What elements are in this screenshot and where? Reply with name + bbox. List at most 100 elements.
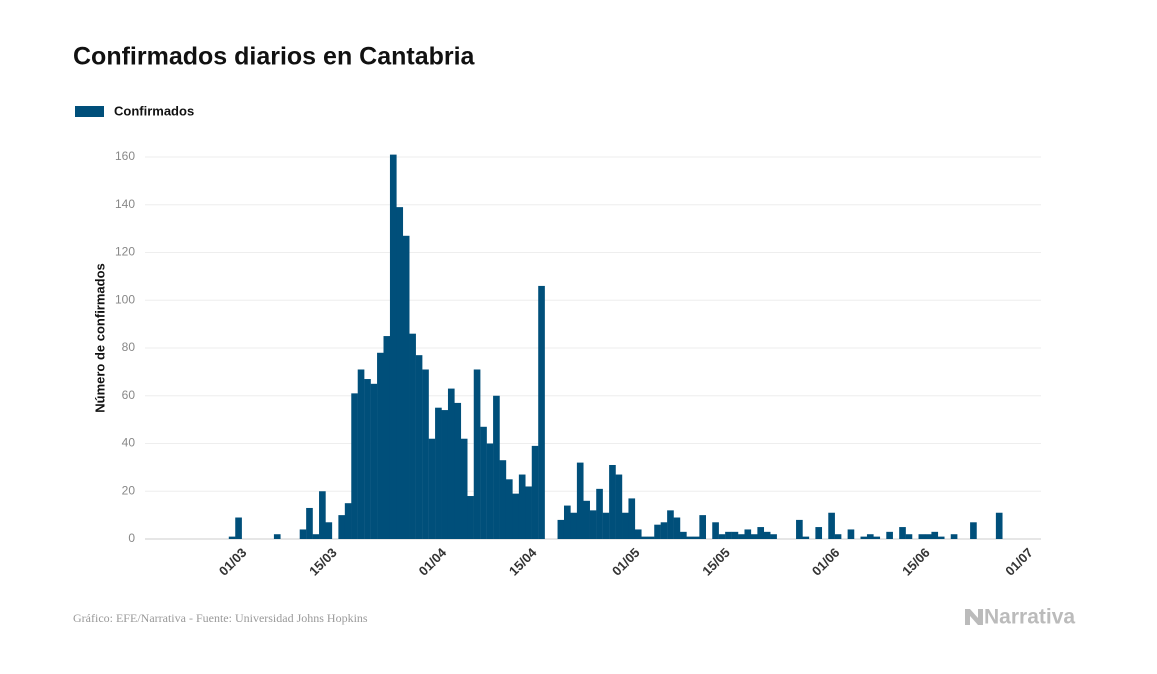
bar <box>454 402 462 539</box>
bar <box>306 507 313 539</box>
x-tick-label: 01/03 <box>216 545 250 579</box>
bar <box>802 536 810 539</box>
y-tick-label: 160 <box>115 149 135 163</box>
bar <box>299 529 307 539</box>
y-tick-label: 60 <box>122 388 136 402</box>
bar <box>847 529 855 539</box>
bar <box>815 527 823 539</box>
bar <box>950 534 958 539</box>
bar <box>744 529 752 539</box>
x-tick-label: 01/05 <box>609 545 643 579</box>
bar <box>422 369 429 539</box>
bar <box>796 519 803 539</box>
bar <box>441 410 449 539</box>
bar <box>634 529 642 539</box>
bar <box>338 515 346 539</box>
bar <box>725 531 732 539</box>
chart-title: Confirmados diarios en Cantabria <box>73 43 476 71</box>
y-tick-label: 100 <box>115 292 135 306</box>
bar <box>609 464 616 539</box>
x-tick-label: 15/03 <box>306 545 340 579</box>
bar <box>415 355 423 539</box>
y-tick-label: 80 <box>122 340 136 354</box>
bar <box>228 536 236 539</box>
legend-label: Confirmados <box>114 103 194 118</box>
bar <box>493 395 500 539</box>
bar <box>918 534 926 539</box>
bar <box>660 522 668 539</box>
bar <box>860 536 868 539</box>
bar <box>763 531 771 539</box>
x-tick-label: 15/04 <box>506 544 540 578</box>
bar <box>557 519 565 539</box>
bar <box>357 369 365 539</box>
bar <box>654 524 661 539</box>
bar <box>628 498 636 539</box>
bar <box>899 527 906 539</box>
legend-swatch <box>75 106 104 117</box>
y-tick-label: 40 <box>122 436 136 450</box>
logo: Narrativa <box>984 606 1075 629</box>
bar <box>409 333 416 539</box>
bar <box>467 496 474 539</box>
bar <box>428 438 436 539</box>
bar <box>873 536 881 539</box>
bar <box>589 510 597 539</box>
y-tick-label: 120 <box>115 245 135 259</box>
x-tick-label: 15/06 <box>899 545 933 579</box>
bar <box>738 534 745 539</box>
bar <box>480 426 487 539</box>
bar <box>402 235 410 539</box>
bar <box>718 534 726 539</box>
bar <box>447 388 455 539</box>
bar <box>602 512 610 539</box>
bar <box>692 536 700 539</box>
bar <box>866 534 874 539</box>
bar <box>460 438 468 539</box>
bar <box>351 393 358 539</box>
bar <box>673 517 681 539</box>
logo-icon <box>965 609 983 625</box>
bar <box>377 352 384 539</box>
bar <box>389 154 397 540</box>
bar <box>273 534 281 539</box>
bar <box>622 512 629 539</box>
bar <box>699 515 707 539</box>
bar <box>680 531 687 539</box>
bar <box>886 531 893 539</box>
bar <box>473 369 481 539</box>
y-tick-label: 140 <box>115 197 135 211</box>
bar <box>563 505 571 539</box>
bar <box>970 522 977 539</box>
bar <box>596 488 603 539</box>
bar <box>319 491 326 539</box>
y-tick-label: 20 <box>122 483 136 497</box>
bar <box>396 207 404 539</box>
bar <box>834 534 842 539</box>
y-axis-label: Número de confirmados <box>92 263 107 413</box>
bar <box>924 534 932 539</box>
bar <box>712 522 719 539</box>
bar <box>570 512 578 539</box>
bar <box>435 407 442 539</box>
bar <box>615 474 623 539</box>
bar <box>828 512 835 539</box>
bar <box>344 503 352 539</box>
bar <box>512 493 520 539</box>
bar <box>995 512 1003 539</box>
bar <box>312 534 320 539</box>
bar <box>235 517 242 539</box>
bar <box>905 534 913 539</box>
x-tick-label: 01/06 <box>809 545 843 579</box>
bar <box>486 443 494 539</box>
bar <box>383 336 391 539</box>
bar <box>770 534 777 539</box>
bar <box>525 486 532 539</box>
bar <box>647 536 655 539</box>
bar <box>538 285 545 539</box>
bar <box>757 527 765 539</box>
source: Gráfico: EFE/Narrativa - Fuente: Univers… <box>73 611 368 625</box>
bar <box>641 536 648 539</box>
bar <box>531 445 539 539</box>
